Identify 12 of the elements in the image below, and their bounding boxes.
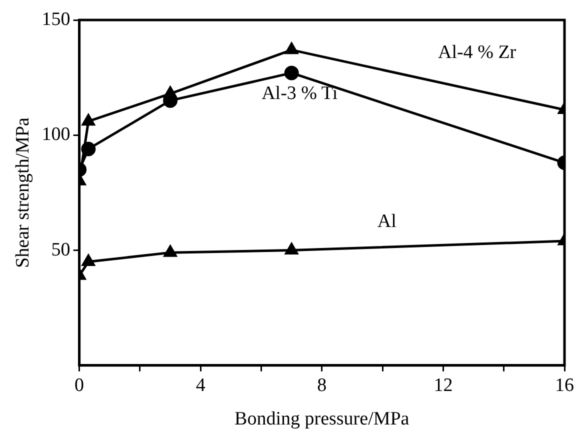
y-tick-label: 150: [42, 8, 70, 30]
series-label: Al: [377, 210, 396, 232]
x-tick-label: 4: [196, 374, 206, 396]
x-axis-title: Bonding pressure/MPa: [234, 408, 410, 430]
y-tick-label: 50: [51, 239, 70, 260]
x-tick-label: 0: [74, 374, 84, 396]
y-axis-title: Shear strength/MPa: [12, 116, 34, 268]
x-tick-label: 8: [317, 374, 327, 396]
y-tick-label: 100: [42, 124, 70, 146]
x-tick-label: 12: [434, 374, 453, 396]
x-tick-label: 16: [555, 374, 574, 396]
series-label: Al-4 % Zr: [438, 42, 517, 63]
